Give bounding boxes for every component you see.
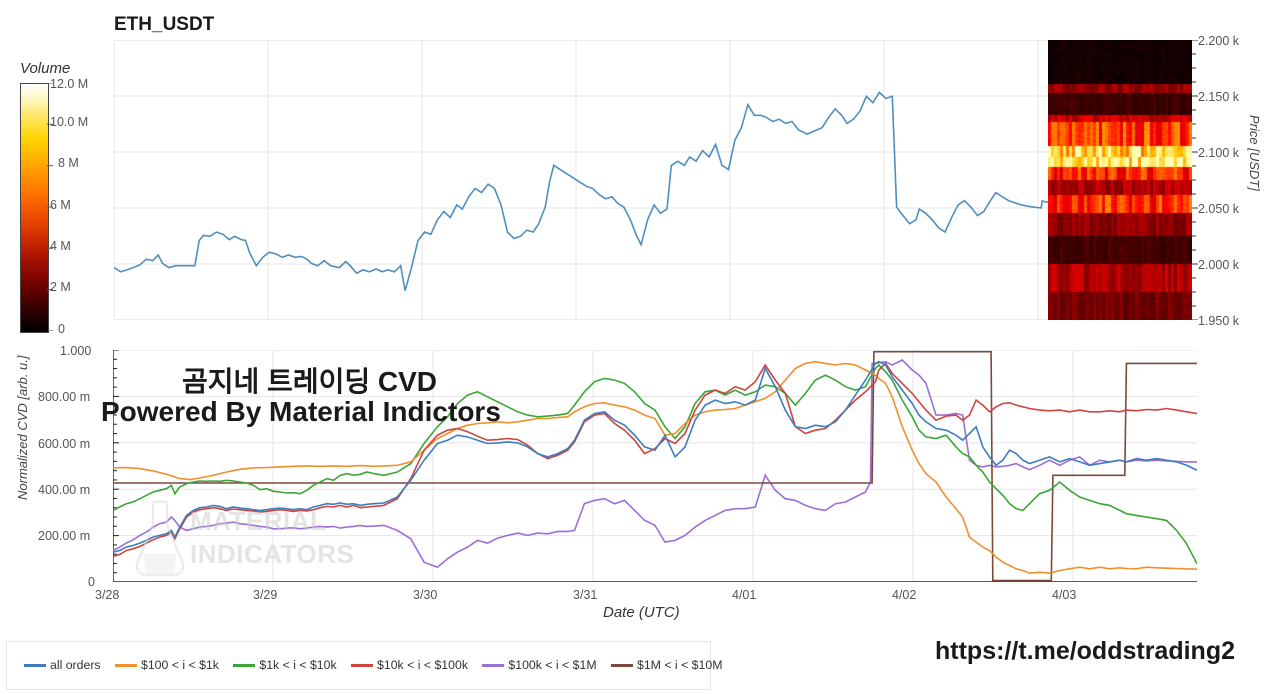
svg-text:INDICATORS: INDICATORS — [190, 539, 354, 569]
svg-text:MATERIAL: MATERIAL — [190, 506, 326, 536]
